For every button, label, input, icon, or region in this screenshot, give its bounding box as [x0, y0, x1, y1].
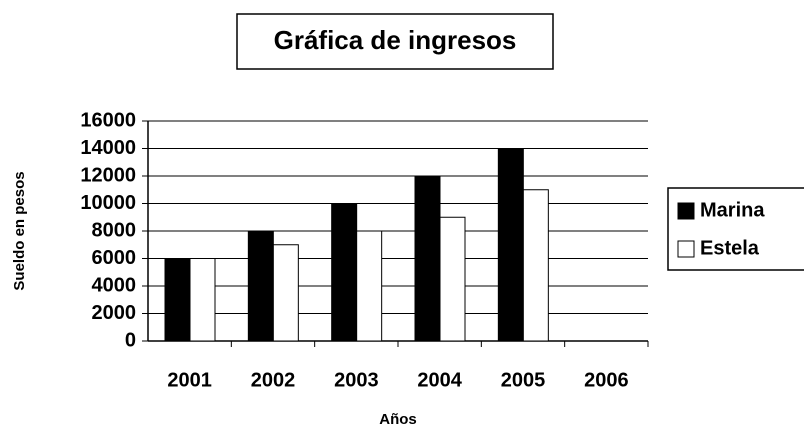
y-tick-label: 6000	[92, 247, 137, 269]
y-tick-label: 0	[125, 329, 136, 351]
x-tick-label: 2006	[584, 369, 629, 391]
bar	[247, 230, 274, 342]
chart-title: Gráfica de ingresos	[274, 25, 517, 55]
y-tick-label: 2000	[92, 302, 137, 324]
y-tick-label: 4000	[92, 274, 137, 296]
legend-swatch	[677, 240, 695, 258]
y-tick-label: 14000	[80, 137, 136, 159]
bar	[164, 258, 191, 342]
y-tick-label: 12000	[80, 164, 136, 186]
bar	[356, 230, 383, 342]
x-tick-label: 2003	[334, 369, 379, 391]
legend-label: Estela	[700, 237, 760, 259]
bar	[497, 148, 524, 342]
x-tick-label: 2005	[501, 369, 546, 391]
y-axis-label: Sueldo en pesos	[11, 171, 28, 290]
x-tick-label: 2001	[167, 369, 212, 391]
bar	[522, 189, 549, 342]
x-axis-label: Años	[379, 411, 417, 428]
bar	[439, 216, 466, 342]
y-tick-label: 10000	[80, 192, 136, 214]
legend-label: Marina	[700, 199, 765, 221]
bar	[272, 244, 299, 342]
y-tick-label: 8000	[92, 219, 137, 241]
y-tick-label: 16000	[80, 109, 136, 131]
bar	[189, 258, 216, 342]
title-box	[236, 13, 554, 70]
bar	[414, 175, 441, 342]
legend-swatch	[677, 202, 695, 220]
x-tick-label: 2004	[417, 369, 462, 391]
bar	[331, 203, 358, 342]
x-tick-label: 2002	[251, 369, 296, 391]
